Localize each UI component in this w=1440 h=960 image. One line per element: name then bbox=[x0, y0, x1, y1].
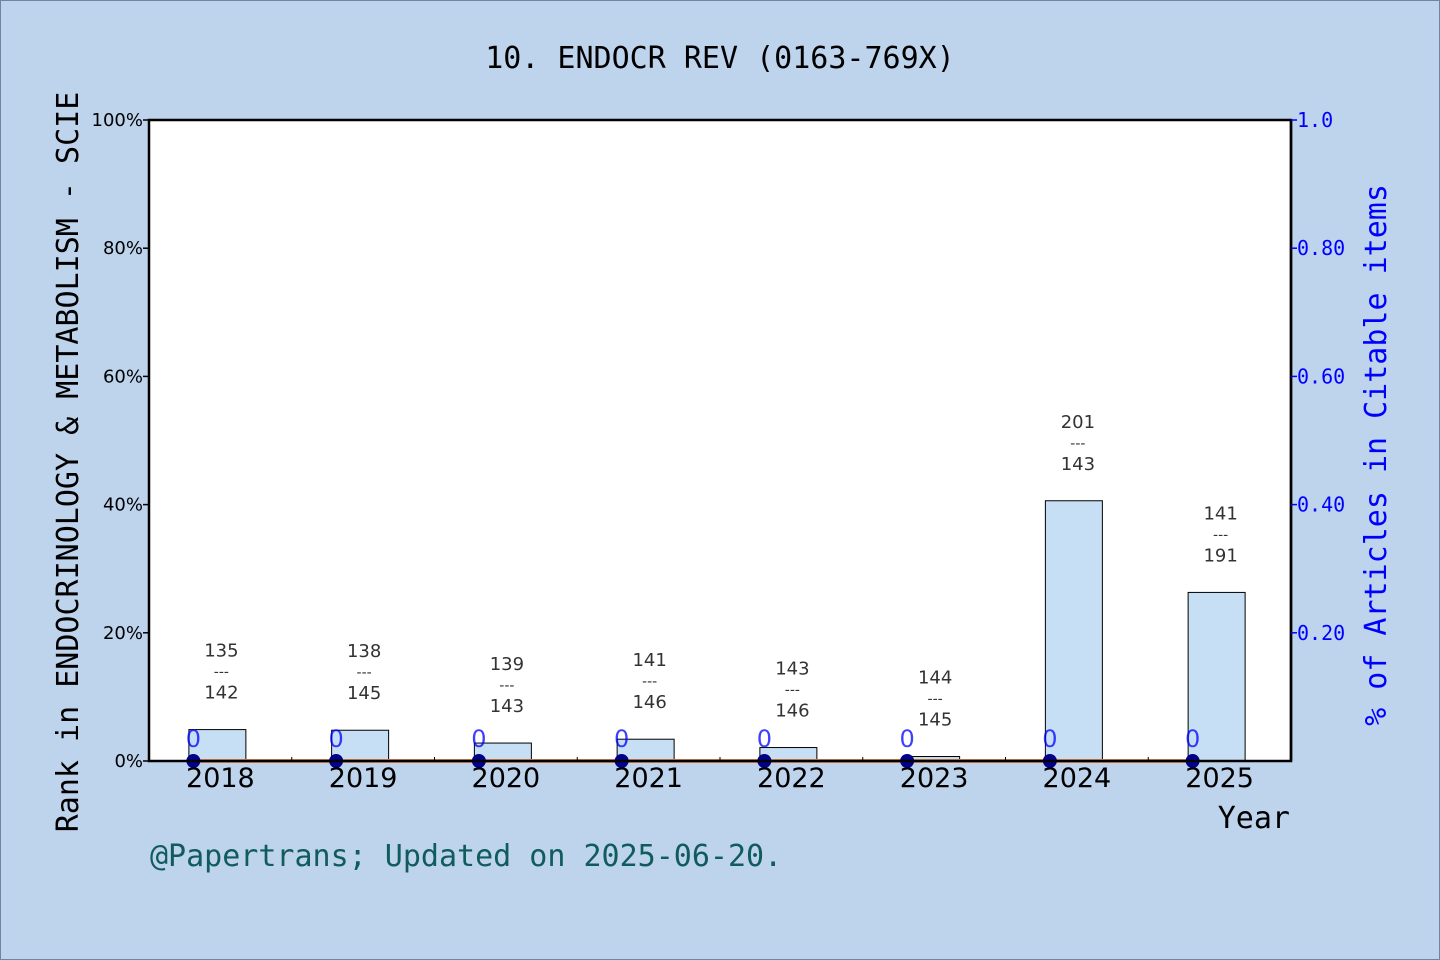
citable-point-label: 0 bbox=[614, 725, 629, 753]
right-tick-label: 0.60 bbox=[1297, 364, 1345, 388]
x-tick-label: 2018 bbox=[186, 763, 255, 794]
y-axis-left-title: Rank in ENDOCRINOLOGY & METABOLISM - SCI… bbox=[51, 92, 86, 833]
left-tick-label: 60% bbox=[103, 366, 143, 387]
rank-denominator: 146 bbox=[632, 692, 666, 713]
rank-fraction-labels: 135 --- 142 138 --- 145 139 --- 143 141 --- 146 143 -… bbox=[204, 412, 1238, 731]
left-tick-label: 80% bbox=[103, 238, 143, 259]
fraction-separator: --- bbox=[1070, 436, 1085, 452]
rank-numerator: 201 bbox=[1061, 412, 1095, 433]
x-tick-label: 2022 bbox=[757, 763, 826, 794]
rank-denominator: 191 bbox=[1203, 545, 1237, 566]
rank-fraction-2025: 141 --- 191 bbox=[1203, 503, 1237, 566]
plot-area bbox=[149, 120, 1291, 761]
rank-denominator: 143 bbox=[1061, 454, 1095, 475]
rank-numerator: 141 bbox=[632, 650, 666, 671]
citable-point-label: 0 bbox=[1042, 725, 1057, 753]
citable-point-label: 0 bbox=[899, 725, 914, 753]
right-tick-label: 0.20 bbox=[1297, 621, 1345, 645]
bars-layer bbox=[188, 500, 1246, 762]
rank-denominator: 146 bbox=[775, 701, 809, 722]
left-tick-label: 100% bbox=[92, 110, 143, 131]
rank-numerator: 139 bbox=[490, 654, 524, 675]
right-axis: 0.20 0.40 0.60 0.80 1.0 bbox=[1289, 108, 1345, 761]
x-tick-label: 2019 bbox=[329, 763, 398, 794]
left-tick-label: 40% bbox=[103, 495, 143, 516]
footer-note: @Papertrans; Updated on 2025-06-20. bbox=[150, 839, 782, 874]
fraction-separator: --- bbox=[1213, 527, 1228, 543]
x-axis: 2018 2019 2020 2021 2022 2023 2024 2025 bbox=[186, 757, 1254, 794]
rank-numerator: 135 bbox=[204, 641, 238, 662]
x-tick-label: 2024 bbox=[1043, 763, 1112, 794]
citable-point-label: 0 bbox=[328, 725, 343, 753]
x-tick-label: 2021 bbox=[614, 763, 683, 794]
x-tick-label: 2025 bbox=[1185, 763, 1254, 794]
fraction-separator: --- bbox=[642, 674, 657, 690]
rank-numerator: 144 bbox=[918, 668, 952, 689]
left-axis: 0% 20% 40% 60% 80% 100% bbox=[92, 110, 149, 772]
rank-numerator: 141 bbox=[1203, 503, 1237, 524]
y-axis-right-title: % of Articles in Citable items bbox=[1359, 184, 1394, 726]
fraction-separator: --- bbox=[785, 683, 800, 699]
rank-fraction-2020: 139 --- 143 bbox=[490, 654, 524, 717]
rank-denominator: 145 bbox=[918, 710, 952, 731]
citable-point-label: 0 bbox=[757, 725, 772, 753]
right-tick-label: 0.40 bbox=[1297, 493, 1345, 517]
rank-fraction-2023: 144 --- 145 bbox=[918, 668, 952, 731]
bar-2025 bbox=[1187, 591, 1246, 762]
right-tick-label: 0.80 bbox=[1297, 236, 1345, 260]
fraction-separator: --- bbox=[214, 665, 229, 681]
rank-numerator: 143 bbox=[775, 659, 809, 680]
rank-denominator: 145 bbox=[347, 683, 381, 704]
rank-numerator: 138 bbox=[347, 641, 381, 662]
bar-2018 bbox=[188, 729, 247, 762]
x-axis-title: Year bbox=[1218, 801, 1290, 836]
x-tick-label: 2023 bbox=[900, 763, 969, 794]
rank-denominator: 143 bbox=[490, 696, 524, 717]
chart-title: 10. ENDOCR REV (0163-769X) bbox=[485, 41, 955, 76]
rank-fraction-2021: 141 --- 146 bbox=[632, 650, 666, 713]
left-tick-label: 20% bbox=[103, 623, 143, 644]
fraction-separator: --- bbox=[499, 678, 514, 694]
fraction-separator: --- bbox=[357, 665, 372, 681]
rank-fraction-2018: 135 --- 142 bbox=[204, 641, 238, 704]
left-tick-label: 0% bbox=[114, 751, 143, 772]
citable-point-label: 0 bbox=[186, 725, 201, 753]
fraction-separator: --- bbox=[928, 692, 943, 708]
citable-point-label: 0 bbox=[471, 725, 486, 753]
rank-denominator: 142 bbox=[204, 683, 238, 704]
rank-fraction-2024: 201 --- 143 bbox=[1061, 412, 1095, 475]
right-tick-label: 1.0 bbox=[1297, 108, 1333, 132]
citable-point-label: 0 bbox=[1185, 725, 1200, 753]
x-tick-label: 2020 bbox=[472, 763, 541, 794]
rank-fraction-2019: 138 --- 145 bbox=[347, 641, 381, 704]
bar-2024 bbox=[1044, 500, 1103, 762]
rank-fraction-2022: 143 --- 146 bbox=[775, 659, 809, 722]
